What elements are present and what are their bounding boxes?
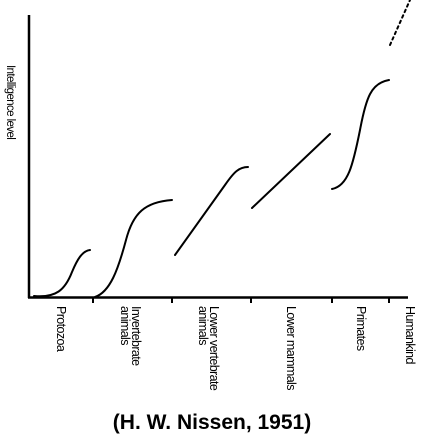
y-axis-label: Intelligence level <box>4 65 16 140</box>
lower-vertebrate-curve <box>174 166 249 256</box>
citation-caption: (H. W. Nissen, 1951) <box>112 411 312 434</box>
primates-curve <box>331 79 390 190</box>
protozoa-curve <box>33 249 91 298</box>
lower-mammals-curve <box>251 133 331 209</box>
humankind-trend-dotted <box>389 0 411 46</box>
stage-label-protozoa: Protozoa <box>54 306 68 352</box>
stage-ticks <box>92 297 390 303</box>
stage-label-lower-vertebrate-animals: Lower vertebrate animals <box>196 306 221 391</box>
stage-label-primates: Primates <box>354 306 368 351</box>
stage-label-invertebrate-animals: Invertebrate animals <box>118 306 143 366</box>
stage-label-humankind: Humankind <box>403 306 417 364</box>
invertebrate-curve <box>94 199 173 298</box>
stage-label-lower-mammals: Lower mammals <box>284 306 298 390</box>
